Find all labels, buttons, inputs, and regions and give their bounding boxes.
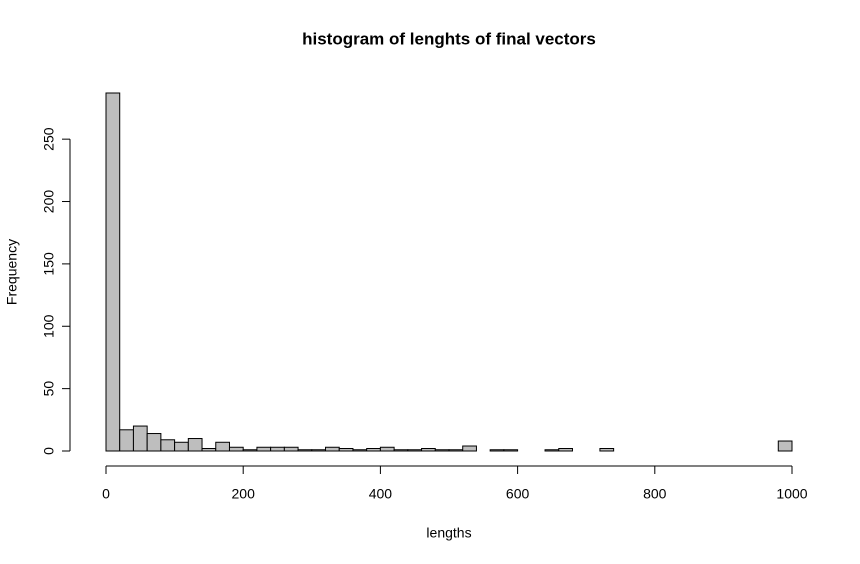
x-tick-label: 1000 [776,486,807,502]
bar [434,449,450,452]
y-tick-label: 100 [41,314,57,338]
x-tick-label: 600 [506,486,530,502]
x-tick-label: 800 [643,486,667,502]
y-axis-label: Frequency [4,239,20,305]
y-tick-label: 200 [41,190,57,214]
y-tick-label: 150 [41,252,57,276]
bar [379,446,395,452]
bar [297,449,313,452]
bar [228,446,244,452]
bar [105,92,121,452]
bar [270,446,285,452]
bar [544,449,560,452]
bar [448,449,464,452]
bar [366,448,381,452]
bar [777,440,793,452]
y-tick-label: 50 [41,381,57,397]
y-tick-label: 250 [41,127,57,151]
x-tick-label: 400 [369,486,393,502]
bar [338,448,354,452]
bar [503,449,519,452]
bar [146,433,162,452]
bar [407,449,423,452]
bar [256,446,272,452]
x-tick-label: 200 [232,486,256,502]
x-axis-label: lengths [426,525,471,541]
bar [160,439,176,452]
bar [201,448,217,452]
bar [132,425,148,452]
y-tick-label: 0 [41,447,57,455]
bar [187,438,203,452]
bar [352,449,368,452]
bar [599,448,615,452]
bar [283,446,299,452]
bar [325,446,340,452]
bar [174,441,189,452]
bar [489,449,505,452]
bar [558,448,573,452]
bar [215,441,230,452]
bar [242,449,258,452]
bar [393,449,409,452]
x-tick-label: 0 [102,486,110,502]
bar [462,445,477,452]
bar [311,449,327,452]
bar [119,429,134,452]
bar [421,448,436,452]
chart-title: histogram of lenghts of final vectors [302,29,596,48]
